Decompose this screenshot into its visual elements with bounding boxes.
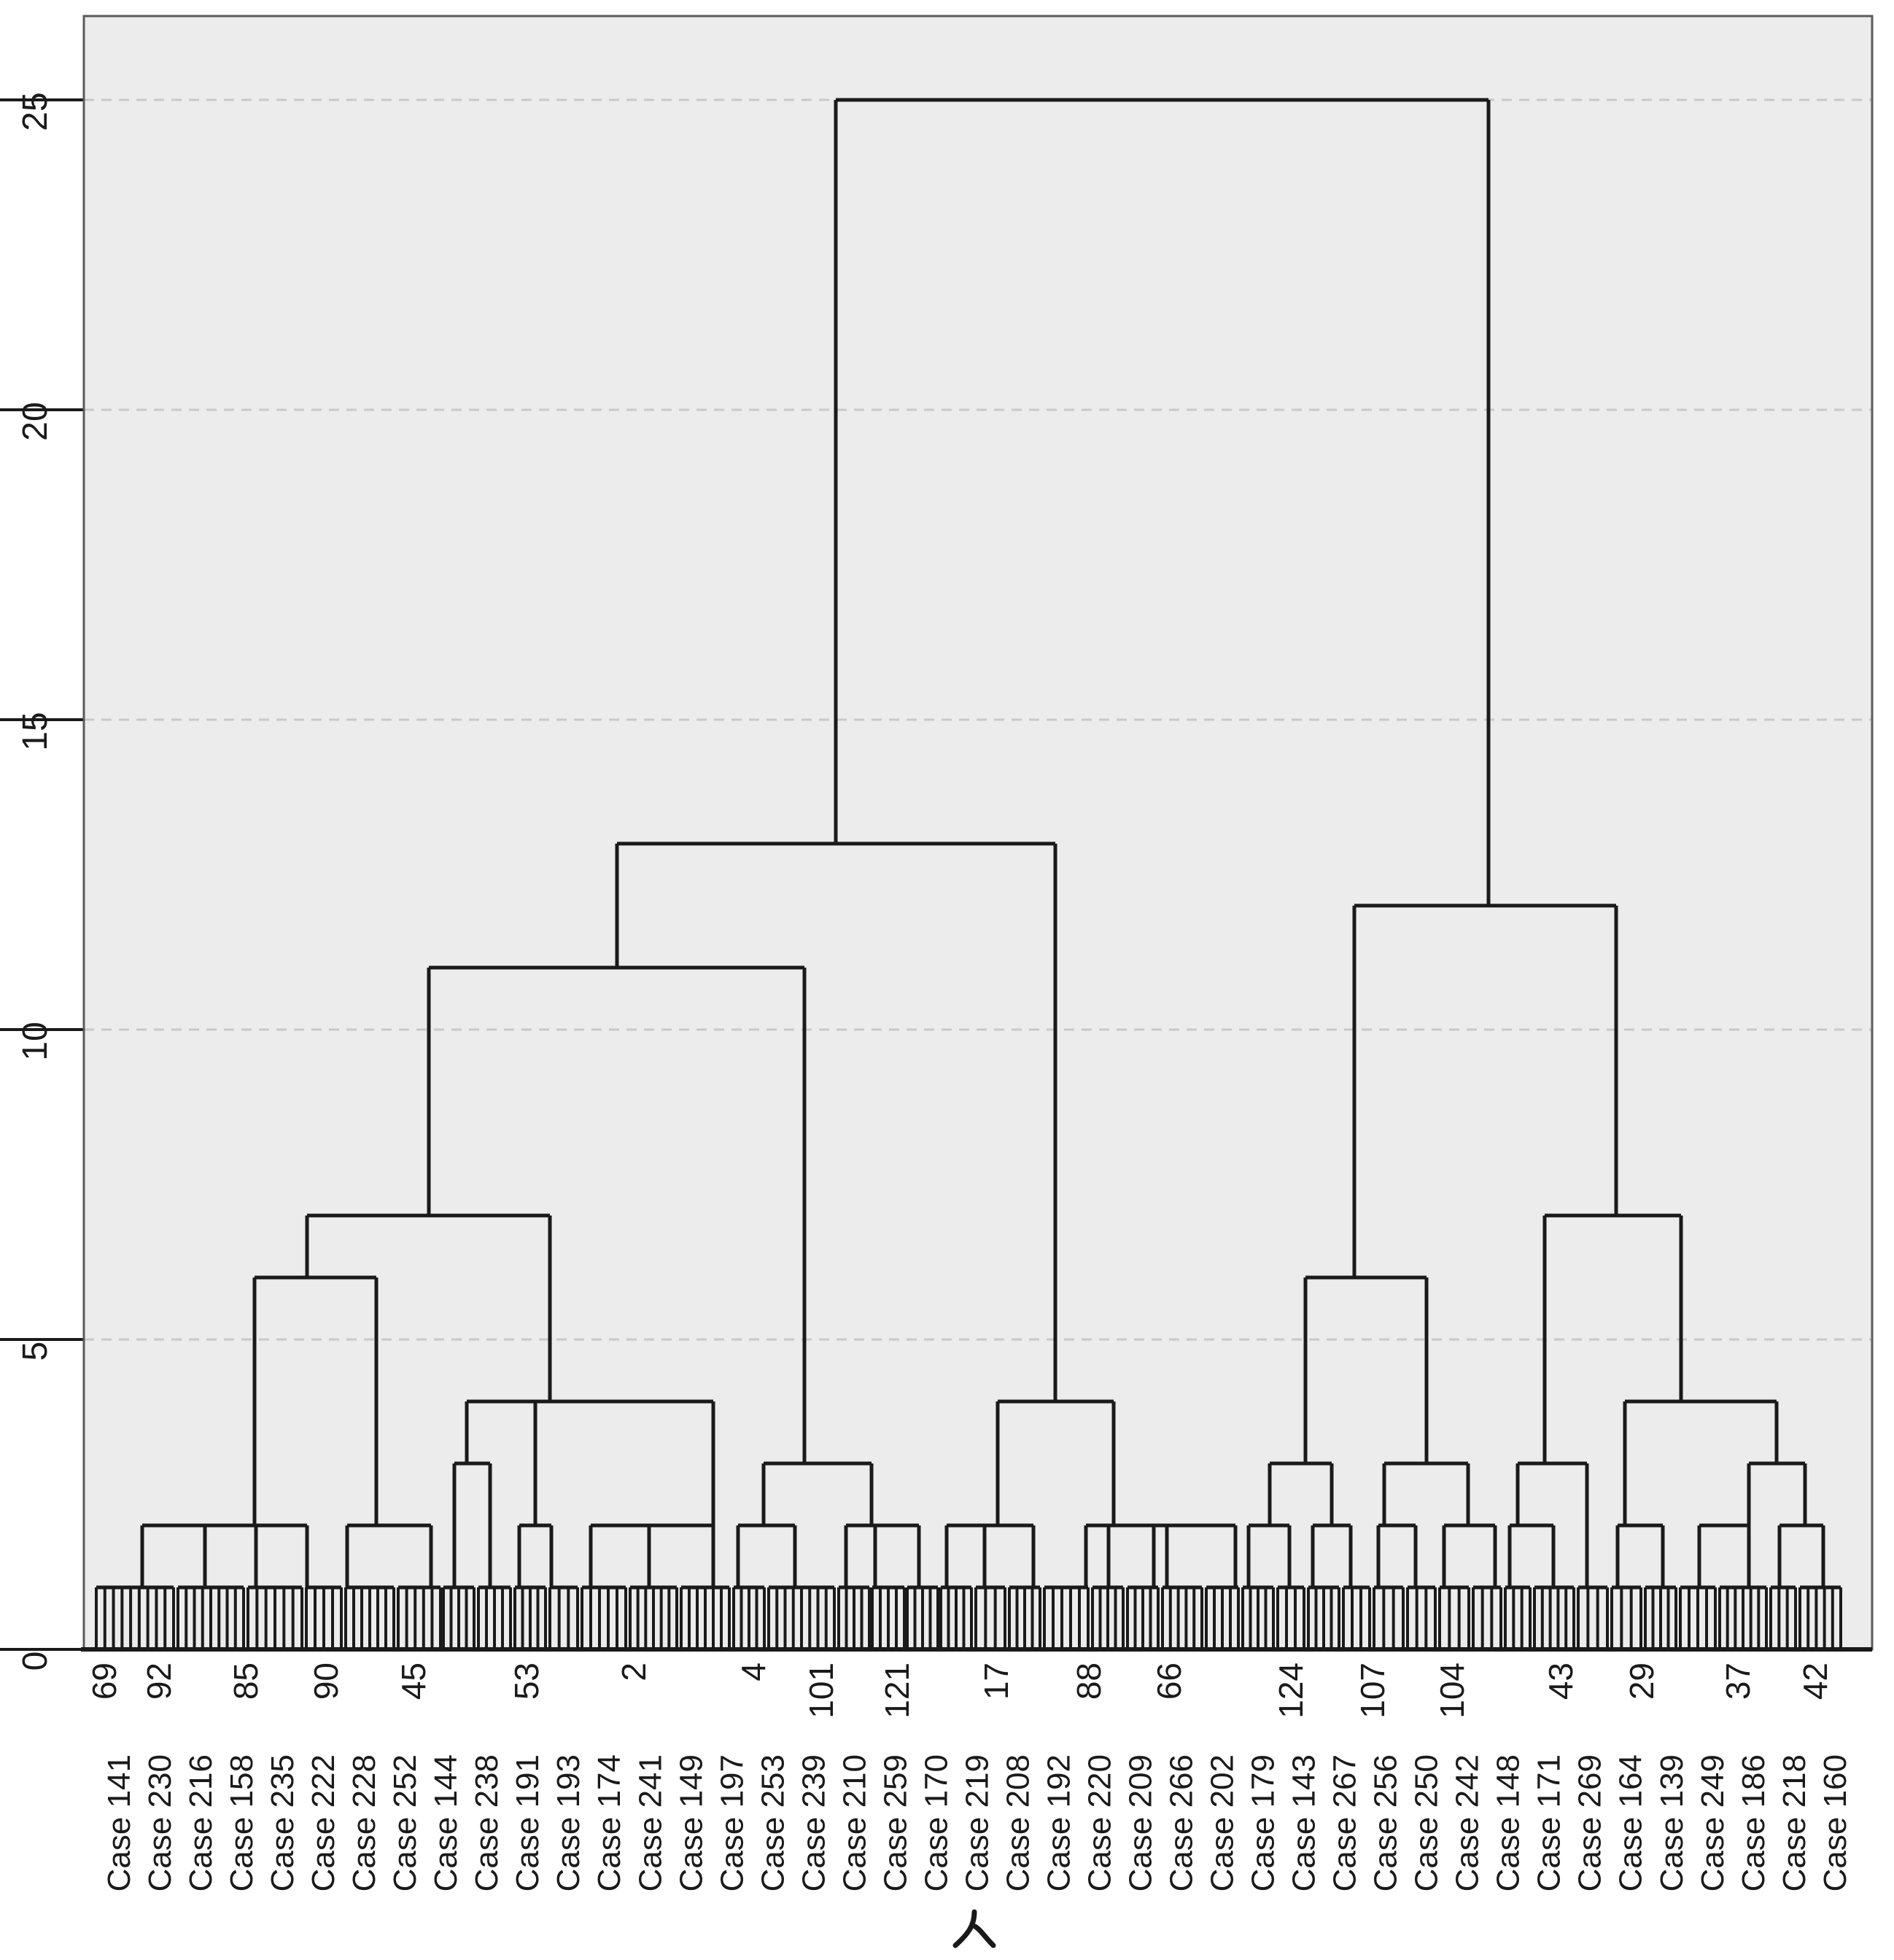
x-case-label: Case 209 xyxy=(1123,1754,1159,1891)
x-number-label: 29 xyxy=(1623,1662,1661,1700)
x-case-label: Case 171 xyxy=(1532,1754,1567,1891)
x-case-label: Case 160 xyxy=(1817,1754,1853,1891)
y-tick-label: 20 xyxy=(16,402,55,440)
x-number-label: 92 xyxy=(140,1662,178,1700)
x-axis-title: 人 xyxy=(955,1909,993,1947)
y-tick-label: 25 xyxy=(16,92,55,131)
y-tick-label: 5 xyxy=(16,1342,55,1361)
x-case-label: Case 192 xyxy=(1041,1754,1076,1891)
x-case-label: Case 208 xyxy=(1000,1754,1036,1891)
x-case-label: Case 239 xyxy=(796,1754,831,1891)
x-number-label: 121 xyxy=(878,1662,916,1719)
x-case-label: Case 170 xyxy=(918,1754,954,1891)
x-case-label: Case 174 xyxy=(591,1754,627,1891)
x-case-label: Case 267 xyxy=(1327,1754,1363,1891)
x-number-label: 90 xyxy=(307,1662,345,1700)
x-case-label: Case 202 xyxy=(1205,1754,1241,1891)
x-case-label: Case 241 xyxy=(632,1754,668,1891)
x-number-label: 2 xyxy=(615,1662,653,1681)
y-tick-label: 10 xyxy=(16,1022,55,1060)
x-case-label: Case 216 xyxy=(183,1754,219,1891)
x-case-label: Case 228 xyxy=(346,1754,382,1891)
x-case-label: Case 149 xyxy=(673,1754,709,1891)
x-case-label: Case 242 xyxy=(1450,1754,1486,1891)
plot-panel xyxy=(84,16,1872,1649)
x-number-label: 17 xyxy=(977,1662,1015,1700)
x-case-label: Case 250 xyxy=(1409,1754,1445,1891)
x-case-label: Case 141 xyxy=(101,1754,137,1891)
x-case-label: Case 238 xyxy=(469,1754,505,1891)
x-number-label: 101 xyxy=(802,1662,840,1719)
x-number-label: 124 xyxy=(1272,1662,1310,1719)
x-case-label: Case 139 xyxy=(1654,1754,1690,1891)
x-number-label: 66 xyxy=(1150,1662,1188,1700)
x-case-label: Case 164 xyxy=(1613,1754,1649,1891)
x-case-label: Case 219 xyxy=(959,1754,995,1891)
x-case-label: Case 269 xyxy=(1572,1754,1608,1891)
x-axis-title-glyph xyxy=(952,1909,977,1948)
x-case-label: Case 210 xyxy=(837,1754,872,1891)
x-number-label: 53 xyxy=(508,1662,546,1700)
x-case-label: Case 191 xyxy=(510,1754,546,1891)
x-number-label: 88 xyxy=(1070,1662,1108,1700)
x-case-label: Case 252 xyxy=(387,1754,423,1891)
x-case-label: Case 249 xyxy=(1695,1754,1731,1891)
x-case-label: Case 266 xyxy=(1164,1754,1200,1891)
x-case-label: Case 222 xyxy=(306,1754,341,1891)
x-number-label: 42 xyxy=(1796,1662,1834,1700)
x-number-label: 104 xyxy=(1433,1662,1471,1719)
x-case-label: Case 253 xyxy=(755,1754,791,1891)
x-case-label: Case 148 xyxy=(1491,1754,1526,1891)
x-number-label: 43 xyxy=(1542,1662,1580,1700)
x-number-label: 69 xyxy=(85,1662,123,1700)
x-case-label: Case 259 xyxy=(877,1754,913,1891)
x-number-label: 85 xyxy=(227,1662,265,1700)
x-case-label: Case 218 xyxy=(1777,1754,1812,1891)
x-case-label: Case 158 xyxy=(224,1754,260,1891)
x-case-label: Case 179 xyxy=(1246,1754,1281,1891)
y-tick-label: 0 xyxy=(16,1652,55,1671)
x-number-label: 37 xyxy=(1719,1662,1757,1700)
x-number-label: 45 xyxy=(395,1662,432,1700)
x-axis-title-glyph xyxy=(972,1924,996,1948)
x-case-label: Case 197 xyxy=(714,1754,750,1891)
y-tick-label: 15 xyxy=(16,712,55,750)
x-number-label: 4 xyxy=(734,1662,772,1681)
x-case-label: Case 143 xyxy=(1286,1754,1322,1891)
x-case-label: Case 220 xyxy=(1082,1754,1117,1891)
x-case-label: Case 144 xyxy=(428,1754,464,1891)
x-case-label: Case 186 xyxy=(1736,1754,1771,1891)
x-case-label: Case 193 xyxy=(551,1754,586,1891)
x-case-label: Case 256 xyxy=(1368,1754,1404,1891)
x-case-label: Case 235 xyxy=(265,1754,300,1891)
x-case-label: Case 230 xyxy=(142,1754,178,1891)
x-number-label: 107 xyxy=(1354,1662,1392,1719)
